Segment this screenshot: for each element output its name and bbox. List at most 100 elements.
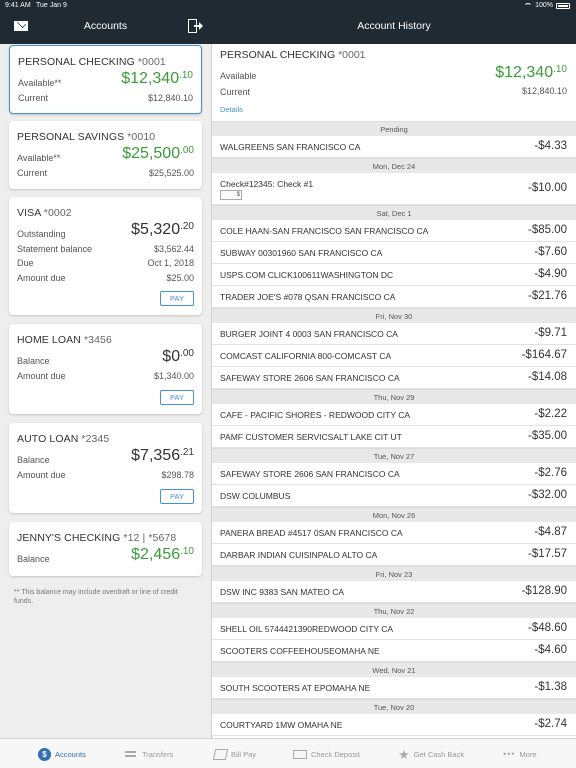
- transaction-description: BURGER JOINT 4 0003 SAN FRANCISCO CA: [220, 329, 398, 339]
- transaction-amount: -$35.00: [527, 430, 567, 442]
- transaction-row[interactable]: TRADER JOE'S #078 QSAN FRANCISCO CA -$21.…: [212, 286, 576, 308]
- account-history-header: Account History: [212, 12, 576, 44]
- account-history-title: Account History: [357, 20, 431, 32]
- battery-percent: 100%: [535, 2, 553, 9]
- status-right: 100%: [524, 2, 570, 9]
- tab-bill-pay[interactable]: Bill Pay: [212, 739, 256, 768]
- check-image-icon[interactable]: $: [220, 190, 242, 200]
- transaction-row[interactable]: BURGER JOINT 4 0003 SAN FRANCISCO CA -$9.…: [212, 323, 576, 345]
- date-section-header: Mon, Dec 24: [212, 158, 576, 173]
- transaction-amount: -$32.00: [527, 489, 567, 501]
- check-deposit-icon: [293, 749, 307, 759]
- balance-value: $2,456.10: [131, 546, 194, 563]
- current-balance: $12,840.10: [147, 93, 193, 103]
- pay-button[interactable]: PAY: [160, 489, 194, 504]
- transaction-row[interactable]: SHELL OIL 5744421390REDWOOD CITY CA -$48.…: [212, 618, 576, 640]
- transaction-description: DARBAR INDIAN CUISINPALO ALTO CA: [220, 550, 378, 560]
- bottom-tab-bar: $ Accounts Transfers Bill Pay Check Depo…: [0, 738, 576, 768]
- balance-label: Balance: [17, 554, 50, 564]
- transaction-row[interactable]: WALGREENS SAN FRANCISCO CA -$4.33: [212, 136, 576, 158]
- transaction-row[interactable]: PANERA BREAD #4517 0SAN FRANCISCO CA -$4.…: [212, 522, 576, 544]
- transaction-description: DSW COLUMBUS: [220, 491, 291, 501]
- transaction-amount: -$128.90: [521, 585, 567, 597]
- account-card-home-loan[interactable]: HOME LOAN *3456 Balance $0.00 Amount due…: [9, 324, 202, 414]
- outstanding-label: Outstanding: [17, 229, 66, 239]
- statement-balance: $3,562.44: [153, 244, 194, 254]
- transaction-amount: -$9.71: [534, 327, 567, 339]
- tab-accounts[interactable]: $ Accounts: [38, 739, 86, 768]
- tab-label: Check Deposit: [311, 749, 360, 759]
- status-time: 9:41 AM: [5, 2, 31, 9]
- transaction-amount: -$17.57: [527, 548, 567, 560]
- mail-icon[interactable]: [14, 21, 28, 31]
- detail-current-balance: $12,840.10: [521, 86, 567, 96]
- transaction-row[interactable]: COLE HAAN-SAN FRANCISCO SAN FRANCISCO CA…: [212, 220, 576, 242]
- account-name: PERSONAL CHECKING *0001: [18, 56, 166, 68]
- account-card-jennys-checking[interactable]: JENNY'S CHECKING *12 | *5678 Balance $2,…: [9, 522, 202, 576]
- transaction-row[interactable]: SOUTH SCOOTERS AT EPOMAHA NE -$1.38: [212, 677, 576, 699]
- tab-transfers[interactable]: Transfers: [124, 739, 173, 768]
- date-section-header: Sat, Dec 1: [212, 205, 576, 220]
- transaction-list: Pending WALGREENS SAN FRANCISCO CA -$4.33 M…: [212, 121, 576, 736]
- transaction-row[interactable]: DSW COLUMBUS -$32.00: [212, 485, 576, 507]
- due-date: Oct 1, 2018: [147, 258, 194, 268]
- transaction-amount: -$4.33: [534, 140, 567, 152]
- wifi-icon: [524, 2, 533, 9]
- transaction-description: SUBWAY 00301960 SAN FRANCISCO CA: [220, 248, 383, 258]
- tab-more[interactable]: ••• More: [503, 739, 537, 768]
- details-link[interactable]: Details: [220, 105, 243, 114]
- tab-label: Transfers: [142, 749, 174, 759]
- tab-check-deposit[interactable]: Check Deposit: [293, 739, 360, 768]
- transaction-amount: -$2.22: [534, 408, 567, 420]
- transaction-row[interactable]: SCOOTERS COFFEEHOUSEOMAHA NE -$4.60: [212, 640, 576, 662]
- transaction-description: SAFEWAY STORE 2606 SAN FRANCISCO CA: [220, 373, 400, 383]
- transaction-description: WALGREENS SAN FRANCISCO CA: [220, 142, 361, 152]
- tab-get-cash-back[interactable]: ★ Get Cash Back: [398, 739, 464, 768]
- tab-label: Accounts: [55, 749, 86, 759]
- account-name: AUTO LOAN *2345: [17, 433, 110, 445]
- account-name: PERSONAL SAVINGS *0010: [17, 131, 156, 143]
- transaction-row[interactable]: USPS.COM CLICK100611WASHINGTON DC -$4.90: [212, 264, 576, 286]
- transaction-description: COMCAST CALIFORNIA 800-COMCAST CA: [220, 351, 392, 361]
- account-history-panel: PERSONAL CHECKING *0001 Available $12,34…: [212, 44, 576, 738]
- transaction-description: DSW INC 9383 SAN MATEO CA: [220, 587, 345, 597]
- logout-icon[interactable]: [188, 19, 203, 33]
- transaction-row[interactable]: DSW INC 9383 SAN MATEO CA -$128.90: [212, 581, 576, 603]
- transaction-row[interactable]: COURTYARD 1MW OMAHA NE -$2.74: [212, 714, 576, 736]
- transaction-description: SOUTH SCOOTERS AT EPOMAHA NE: [220, 683, 371, 693]
- transaction-row[interactable]: DARBAR INDIAN CUISINPALO ALTO CA -$17.57: [212, 544, 576, 566]
- pay-button[interactable]: PAY: [160, 291, 194, 306]
- transaction-description: SCOOTERS COFFEEHOUSEOMAHA NE: [220, 646, 380, 656]
- transaction-row[interactable]: COMCAST CALIFORNIA 800-COMCAST CA -$164.6…: [212, 345, 576, 367]
- transfer-icon: [124, 749, 138, 759]
- date-section-header: Tue, Nov 27: [212, 448, 576, 463]
- account-card-auto-loan[interactable]: AUTO LOAN *2345 Balance $7,356.21 Amount…: [9, 423, 202, 513]
- current-label: Current: [18, 93, 49, 103]
- transaction-row[interactable]: SAFEWAY STORE 2606 SAN FRANCISCO CA -$14.…: [212, 367, 576, 389]
- amount-due-value: $298.78: [161, 470, 194, 480]
- transaction-amount: -$2.74: [534, 718, 567, 730]
- date-section-header: Fri, Nov 23: [212, 566, 576, 581]
- transaction-row[interactable]: CAFE - PACIFIC SHORES - REDWOOD CITY CA -…: [212, 404, 576, 426]
- transaction-row[interactable]: PAMF CUSTOMER SERVICSALT LAKE CIT UT -$35…: [212, 426, 576, 448]
- panel-divider: [211, 44, 212, 738]
- balance-label: Balance: [17, 356, 50, 366]
- dollar-icon: $: [38, 747, 51, 761]
- account-card-personal-checking[interactable]: PERSONAL CHECKING *0001 Available** $12,…: [9, 45, 202, 114]
- transaction-amount: -$4.60: [534, 644, 567, 656]
- amount-due-label: Amount due: [17, 273, 66, 283]
- balance-value: $7,356.21: [131, 447, 194, 464]
- transaction-amount: -$14.08: [527, 371, 567, 383]
- star-icon: ★: [398, 746, 410, 762]
- date-section-header: Thu, Nov 22: [212, 603, 576, 618]
- transaction-row[interactable]: SUBWAY 00301960 SAN FRANCISCO CA -$7.60: [212, 242, 576, 264]
- pay-button[interactable]: PAY: [160, 390, 194, 405]
- transaction-row[interactable]: Check#12345: Check #1 -$10.00 $: [212, 173, 576, 205]
- detail-current-label: Current: [220, 87, 251, 97]
- transaction-row[interactable]: SAFEWAY STORE 2606 SAN FRANCISCO CA -$2.7…: [212, 463, 576, 485]
- account-card-personal-savings[interactable]: PERSONAL SAVINGS *0010 Available** $25,5…: [9, 121, 202, 189]
- transaction-description: SHELL OIL 5744421390REDWOOD CITY CA: [220, 624, 394, 634]
- transaction-amount: -$10.00: [527, 182, 567, 194]
- account-card-visa[interactable]: VISA *0002 Outstanding $5,320.20 Stateme…: [9, 197, 202, 315]
- bill-pay-icon: [212, 748, 229, 760]
